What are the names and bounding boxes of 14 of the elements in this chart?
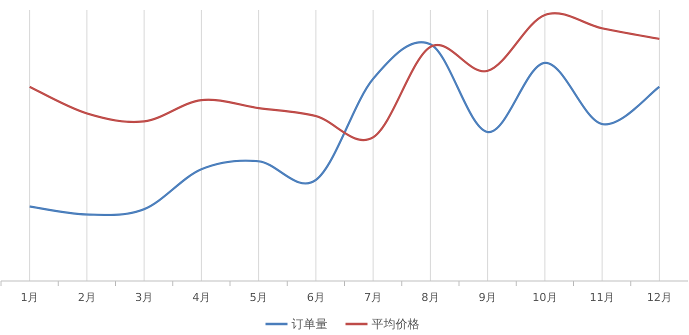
x-tick-label: 1月 [20, 291, 39, 304]
x-tick-label: 10月 [532, 291, 558, 304]
legend-label: 订单量 [292, 317, 328, 331]
x-tick-label: 7月 [364, 291, 382, 304]
x-tick-label: 5月 [250, 291, 268, 304]
x-tick-label: 9月 [478, 291, 497, 304]
legend-label: 平均价格 [372, 317, 420, 331]
x-tick-label: 11月 [590, 291, 615, 304]
x-tick-label: 6月 [306, 291, 325, 304]
x-tick-label: 3月 [135, 291, 154, 304]
x-tick-label: 8月 [421, 291, 440, 304]
x-tick-label: 2月 [78, 291, 96, 304]
x-tick-label: 4月 [192, 291, 210, 304]
x-tick-label: 12月 [646, 291, 672, 304]
